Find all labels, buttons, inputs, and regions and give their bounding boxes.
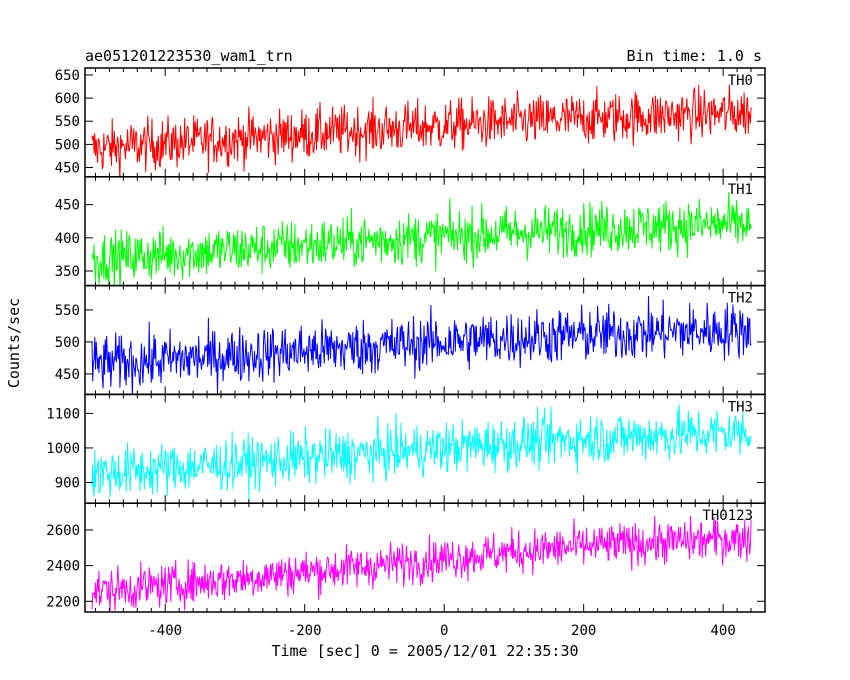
y-tick-label: 650 [55,68,80,84]
panel-name-th0123: TH0123 [702,508,753,524]
y-tick-label: 450 [55,161,80,177]
x-tick-label: -200 [288,623,322,639]
y-tick-label: 400 [55,231,80,247]
y-axis-label: Counts/sec [5,298,23,388]
panels: 450 500 550 600 650 TH0 350 400 450 TH1 450 500 550 T… [46,67,766,639]
y-tick-label: 900 [55,475,80,491]
y-tick-label: 450 [55,367,80,383]
x-tick-label: 0 [440,623,448,639]
y-tick-label: 550 [55,114,80,130]
panel-name-th0: TH0 [728,73,753,89]
bin-time-label: Bin time: 1.0 s [627,47,762,65]
chart-title: ae051201223530_wam1_trn [85,47,293,65]
y-tick-label: 350 [55,264,80,280]
series-line-th1 [91,192,752,286]
panel-name-th3: TH3 [728,399,753,415]
y-tick-label: 2600 [46,523,80,539]
panel-frame-th0123 [84,502,766,613]
panel-frame-th1 [84,176,766,287]
series-line-th0123 [91,515,752,612]
y-tick-label: 500 [55,335,80,351]
x-axis-label: Time [sec] 0 = 2005/12/01 22:35:30 [271,642,578,660]
y-tick-label: 2400 [46,559,80,575]
x-tick-label: 400 [711,623,736,639]
panel-name-th1: TH1 [728,182,753,198]
x-tick-label: 200 [571,623,596,639]
series-line-th2 [91,295,752,395]
x-tick-label: -400 [148,623,182,639]
y-tick-label: 450 [55,198,80,214]
y-tick-label: 1100 [46,406,80,422]
panel-name-th2: TH2 [728,291,753,307]
series-line-th3 [91,404,752,502]
y-tick-label: 2200 [46,594,80,610]
y-tick-label: 500 [55,137,80,153]
panel-frame-th3 [84,393,766,504]
y-tick-label: 600 [55,91,80,107]
y-tick-label: 1000 [46,441,80,457]
y-tick-label: 550 [55,303,80,319]
series-line-th0 [91,84,752,177]
